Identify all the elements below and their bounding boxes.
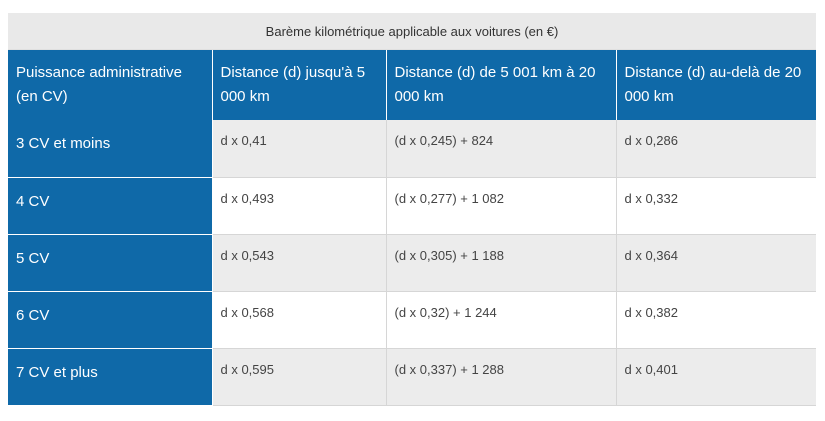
table-cell: (d x 0,305) + 1 188 [386,234,617,292]
table-row: 4 CV d x 0,493 (d x 0,277) + 1 082 d x 0… [8,177,816,235]
header-row: Puissance administrative (en CV) Distanc… [8,50,816,120]
table-cell: (d x 0,337) + 1 288 [386,348,617,406]
table-row: 6 CV d x 0,568 (d x 0,32) + 1 244 d x 0,… [8,291,816,349]
bareme-table-container: Barème kilométrique applicable aux voitu… [8,13,816,406]
row-label: 7 CV et plus [8,348,213,406]
table-cell: d x 0,493 [212,177,387,235]
header-puissance: Puissance administrative (en CV) [8,50,213,120]
table-cell: d x 0,332 [616,177,816,235]
table-caption: Barème kilométrique applicable aux voitu… [8,13,816,50]
table-cell: d x 0,401 [616,348,816,406]
table-cell: d x 0,364 [616,234,816,292]
header-distance-5000: Distance (d) jusqu'à 5 000 km [212,50,387,120]
row-label: 6 CV [8,291,213,349]
table-cell: d x 0,286 [616,120,816,178]
table-cell: d x 0,382 [616,291,816,349]
table-cell: d x 0,568 [212,291,387,349]
table-cell: d x 0,595 [212,348,387,406]
row-label: 5 CV [8,234,213,292]
row-label: 3 CV et moins [8,120,213,178]
table-cell: (d x 0,277) + 1 082 [386,177,617,235]
row-label: 4 CV [8,177,213,235]
table-row: 5 CV d x 0,543 (d x 0,305) + 1 188 d x 0… [8,234,816,292]
header-distance-20000-plus: Distance (d) au-delà de 20 000 km [616,50,816,120]
table-cell: (d x 0,245) + 824 [386,120,617,178]
table-row: 3 CV et moins d x 0,41 (d x 0,245) + 824… [8,120,816,178]
table-cell: (d x 0,32) + 1 244 [386,291,617,349]
table-row: 7 CV et plus d x 0,595 (d x 0,337) + 1 2… [8,348,816,406]
table-cell: d x 0,41 [212,120,387,178]
bareme-table: Puissance administrative (en CV) Distanc… [8,50,816,406]
header-distance-5001-20000: Distance (d) de 5 001 km à 20 000 km [386,50,617,120]
table-cell: d x 0,543 [212,234,387,292]
